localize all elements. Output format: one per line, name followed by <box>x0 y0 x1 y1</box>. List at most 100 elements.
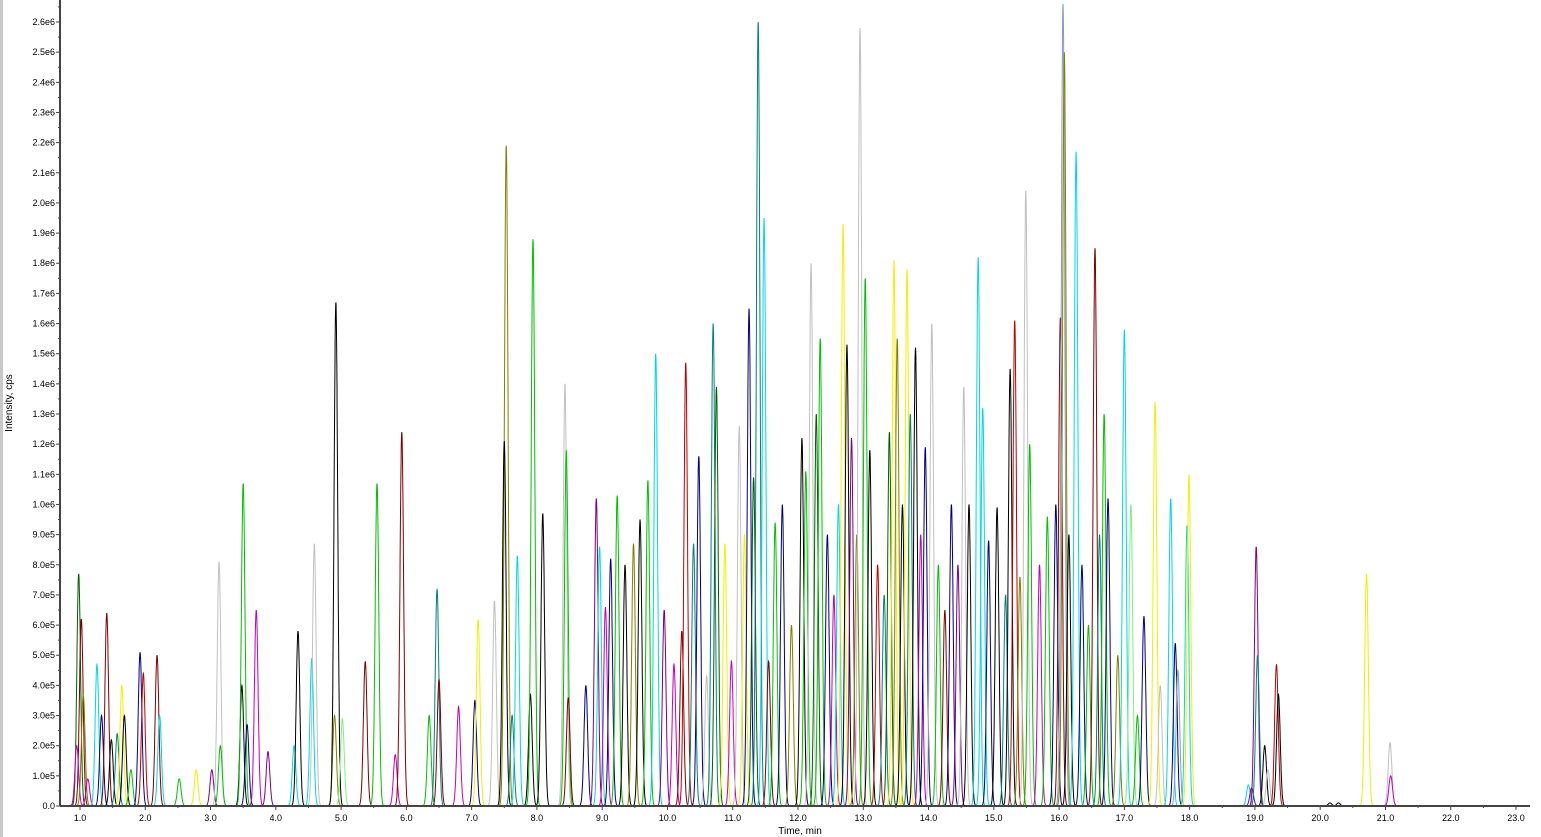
x-tick-label: 16.0 <box>1050 813 1068 823</box>
peak-159 <box>1250 655 1265 807</box>
peak-7 <box>99 612 115 807</box>
x-tick-label: 2.0 <box>139 813 152 823</box>
window-edge <box>0 0 3 837</box>
peak-154 <box>1179 525 1195 807</box>
peak-42 <box>467 699 483 807</box>
y-tick-label: 1.9e6 <box>32 228 55 238</box>
peak-97 <box>843 438 860 807</box>
peak-30 <box>306 543 322 807</box>
y-tick-label: 5.0e5 <box>32 650 55 660</box>
peak-62 <box>626 543 641 807</box>
peak-83 <box>761 659 777 807</box>
y-axis-title: Intensity, cps <box>4 374 15 432</box>
y-tick-label: 2.3e6 <box>32 107 55 117</box>
peak-68 <box>674 630 690 807</box>
peak-18 <box>188 769 204 807</box>
peak-120 <box>970 257 986 807</box>
peak-24 <box>239 723 255 807</box>
peak-36 <box>388 753 403 807</box>
y-tick-label: 3.0e5 <box>32 711 55 721</box>
peak-14 <box>135 671 151 807</box>
y-tick-label: 2.5e6 <box>32 47 55 57</box>
peak-75 <box>717 543 733 807</box>
y-tick-label: 1.1e6 <box>32 469 55 479</box>
peak-146 <box>1123 504 1139 807</box>
x-tick-label: 11.0 <box>724 813 741 823</box>
peak-147 <box>1130 714 1145 807</box>
peak-28 <box>290 630 306 807</box>
x-tick-label: 1.0 <box>74 813 87 823</box>
peak-29 <box>304 658 320 807</box>
peak-94 <box>830 504 847 807</box>
y-tick-label: 1.0e5 <box>32 771 55 781</box>
peak-150 <box>1152 685 1168 807</box>
peak-17 <box>171 778 187 807</box>
peak-48 <box>509 555 525 807</box>
x-tick-label: 23.0 <box>1507 813 1525 823</box>
y-tick-label: 1.4e6 <box>32 379 55 389</box>
peak-126 <box>1007 320 1023 807</box>
peak-132 <box>1048 504 1064 807</box>
peak-104 <box>881 432 897 807</box>
peak-149 <box>1147 401 1163 807</box>
y-tick-label: 2.1e6 <box>32 168 55 178</box>
peak-41 <box>451 705 466 807</box>
peak-105 <box>886 260 902 807</box>
peak-49 <box>522 692 538 807</box>
peak-23 <box>235 483 251 807</box>
peak-151 <box>1163 498 1179 807</box>
peak-111 <box>913 534 929 807</box>
peak-0 <box>71 573 87 807</box>
x-tick-label: 17.0 <box>1116 813 1134 823</box>
peak-153 <box>1170 668 1186 807</box>
peak-103 <box>876 594 892 807</box>
peak-127 <box>1012 576 1028 807</box>
peak-53 <box>558 450 574 807</box>
peak-160 <box>1257 744 1272 807</box>
x-tick-label: 21.0 <box>1377 813 1395 823</box>
peak-131 <box>1039 516 1055 807</box>
peak-101 <box>862 450 878 807</box>
peak-152 <box>1168 643 1183 807</box>
peak-140 <box>1087 248 1103 807</box>
peak-108 <box>899 269 915 807</box>
peak-100 <box>857 278 873 807</box>
peak-35 <box>369 483 385 807</box>
axes: 0.0 1.0e5 2.0e5 3.0e5 4.0e5 5.0e5 6.0e5 7.0e5 8.… <box>32 0 1530 823</box>
x-axis-title: Time, min <box>778 826 822 837</box>
peak-51 <box>535 513 551 807</box>
peak-58 <box>598 606 613 807</box>
y-tick-label: 1.3e6 <box>32 409 55 419</box>
peak-133 <box>1052 317 1068 807</box>
y-tick-label: 1.2e6 <box>32 439 55 449</box>
peak-117 <box>950 564 966 807</box>
peak-55 <box>578 685 594 807</box>
peak-162 <box>1268 664 1285 807</box>
peak-123 <box>989 507 1005 807</box>
peak-89 <box>803 263 819 807</box>
x-tick-label: 14.0 <box>920 813 938 823</box>
peak-34 <box>357 661 373 807</box>
peak-107 <box>894 504 911 807</box>
y-tick-label: 6.0e5 <box>32 620 55 630</box>
peak-112 <box>917 447 933 807</box>
peak-26 <box>260 750 276 807</box>
peak-121 <box>975 407 991 807</box>
peak-67 <box>666 662 682 807</box>
peak-65 <box>648 353 664 807</box>
peak-142 <box>1096 413 1112 807</box>
peak-143 <box>1100 498 1116 807</box>
peak-39 <box>429 588 445 807</box>
peak-102 <box>870 564 886 807</box>
x-tick-label: 10.0 <box>659 813 677 823</box>
peak-57 <box>592 546 607 807</box>
peak-84 <box>767 522 783 807</box>
y-tick-label: 1.6e6 <box>32 319 55 329</box>
peak-145 <box>1116 329 1132 807</box>
peak-72 <box>699 674 715 807</box>
peak-16 <box>152 714 168 807</box>
y-tick-label: 2.6e6 <box>32 17 55 27</box>
peak-52 <box>557 383 573 807</box>
peak-134 <box>1055 3 1071 807</box>
y-tick-label: 8.0e5 <box>32 560 55 570</box>
